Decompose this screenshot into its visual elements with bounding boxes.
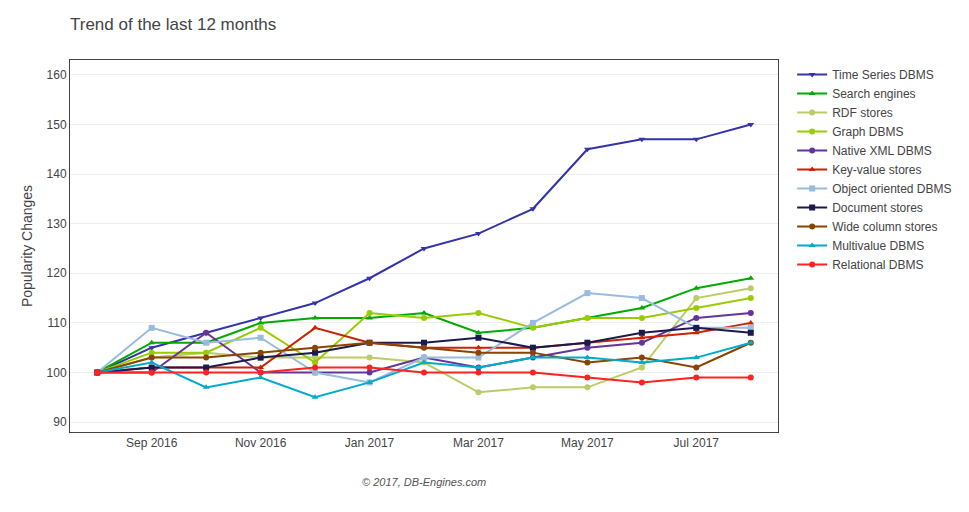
svg-text:Popularity Changes: Popularity Changes: [19, 185, 35, 307]
svg-text:Key-value stores: Key-value stores: [832, 163, 921, 177]
svg-text:Object oriented DBMS: Object oriented DBMS: [832, 182, 951, 196]
svg-text:Jul 2017: Jul 2017: [674, 436, 720, 450]
svg-text:140: 140: [47, 167, 67, 181]
svg-text:130: 130: [47, 217, 67, 231]
svg-text:110: 110: [47, 316, 66, 330]
svg-text:May 2017: May 2017: [561, 436, 614, 450]
svg-text:Sep 2016: Sep 2016: [126, 436, 178, 450]
svg-text:150: 150: [47, 118, 67, 132]
svg-text:Native XML DBMS: Native XML DBMS: [832, 144, 932, 158]
svg-text:Wide column stores: Wide column stores: [832, 220, 937, 234]
svg-text:Jan 2017: Jan 2017: [345, 436, 395, 450]
svg-text:100: 100: [47, 366, 67, 380]
svg-text:Graph DBMS: Graph DBMS: [832, 125, 903, 139]
svg-text:160: 160: [47, 68, 67, 82]
svg-text:120: 120: [47, 266, 67, 280]
svg-text:Nov 2016: Nov 2016: [235, 436, 287, 450]
svg-text:Relational DBMS: Relational DBMS: [832, 258, 923, 272]
svg-text:90: 90: [53, 415, 67, 429]
svg-text:RDF stores: RDF stores: [832, 106, 893, 120]
svg-text:Document stores: Document stores: [832, 201, 923, 215]
svg-text:© 2017, DB-Engines.com: © 2017, DB-Engines.com: [362, 476, 486, 488]
svg-text:Search engines: Search engines: [832, 87, 915, 101]
svg-text:Multivalue DBMS: Multivalue DBMS: [832, 239, 924, 253]
svg-text:Time Series DBMS: Time Series DBMS: [832, 68, 934, 82]
svg-text:Trend of the last 12 months: Trend of the last 12 months: [70, 15, 276, 34]
svg-text:Mar 2017: Mar 2017: [453, 436, 504, 450]
